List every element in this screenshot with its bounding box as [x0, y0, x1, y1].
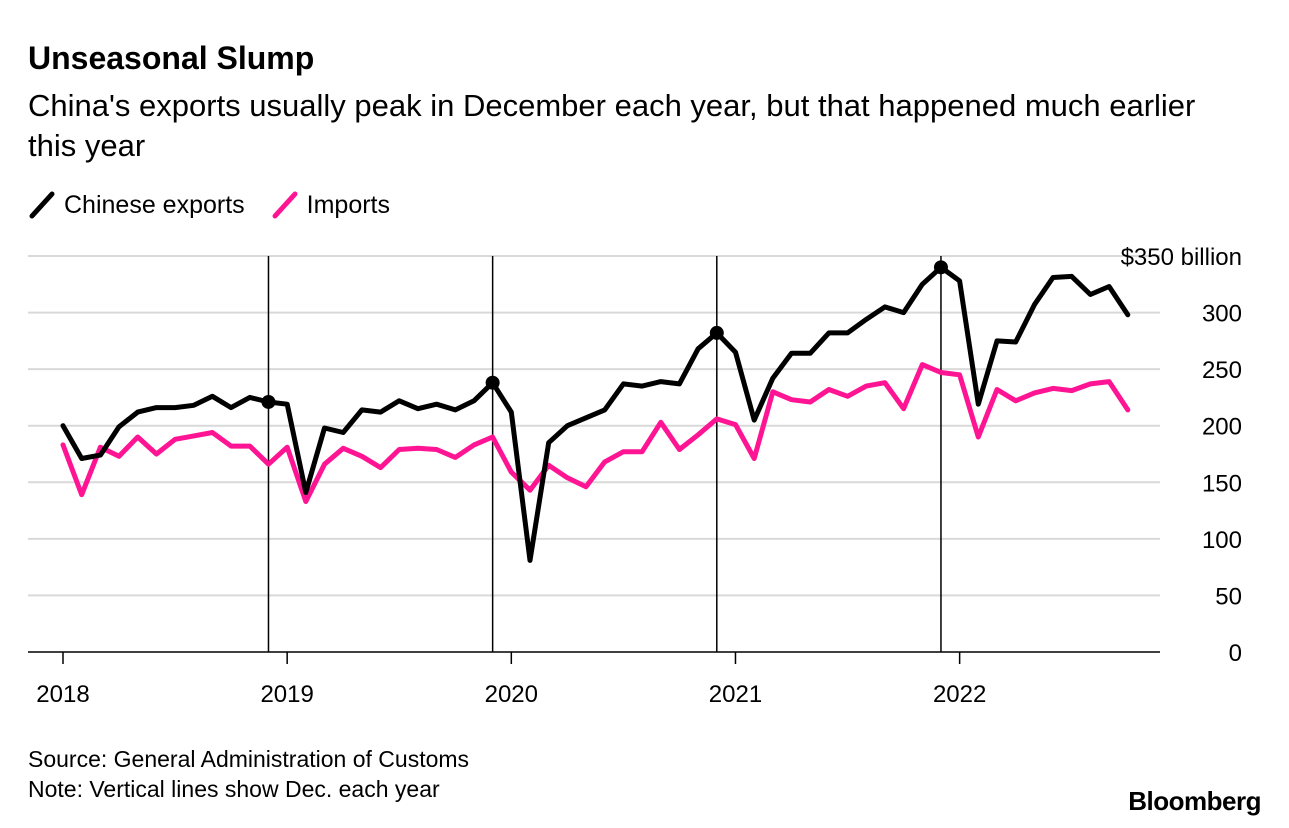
december-peak-marker: [933, 260, 948, 275]
exports-series-line: [60, 264, 1131, 563]
x-tick-label: 2022: [933, 681, 986, 708]
y-tick-label: 50: [1215, 583, 1242, 610]
vertical-lines-note: Note: Vertical lines show Dec. each year: [28, 776, 440, 802]
chart-legend: Chinese exports Imports: [28, 188, 416, 222]
imports-series-line: [60, 362, 1131, 504]
december-peak-marker: [261, 394, 276, 409]
chart-footnotes: Source: General Administration of Custom…: [28, 744, 469, 804]
legend-exports-swatch-icon: [29, 191, 55, 219]
legend-item-imports: Imports: [271, 188, 390, 222]
x-tick-label: 2021: [709, 681, 762, 708]
legend-imports-swatch-icon: [272, 191, 298, 219]
legend-exports-label: Chinese exports: [64, 190, 245, 219]
y-tick-label: 200: [1202, 414, 1242, 441]
bloomberg-logo: Bloomberg: [1128, 786, 1261, 816]
legend-imports-label: Imports: [306, 190, 391, 219]
x-tick-label: 2019: [260, 681, 313, 708]
y-tick-label: 100: [1202, 527, 1242, 554]
y-tick-label: 150: [1202, 470, 1242, 497]
x-tick-label: 2020: [485, 681, 538, 708]
y-tick-label: $350 billion: [1121, 244, 1242, 271]
y-tick-label: 0: [1229, 640, 1242, 667]
y-tick-label: 300: [1202, 301, 1242, 328]
x-tick-label: 2018: [36, 681, 89, 708]
december-peak-marker: [709, 325, 724, 340]
legend-item-exports: Chinese exports: [28, 188, 245, 222]
chart-subtitle: China's exports usually peak in December…: [28, 88, 1196, 163]
y-tick-label: 250: [1202, 357, 1242, 384]
source-note: Source: General Administration of Custom…: [28, 746, 470, 772]
chart-title: Unseasonal Slump: [28, 40, 315, 76]
december-peak-marker: [485, 375, 500, 390]
